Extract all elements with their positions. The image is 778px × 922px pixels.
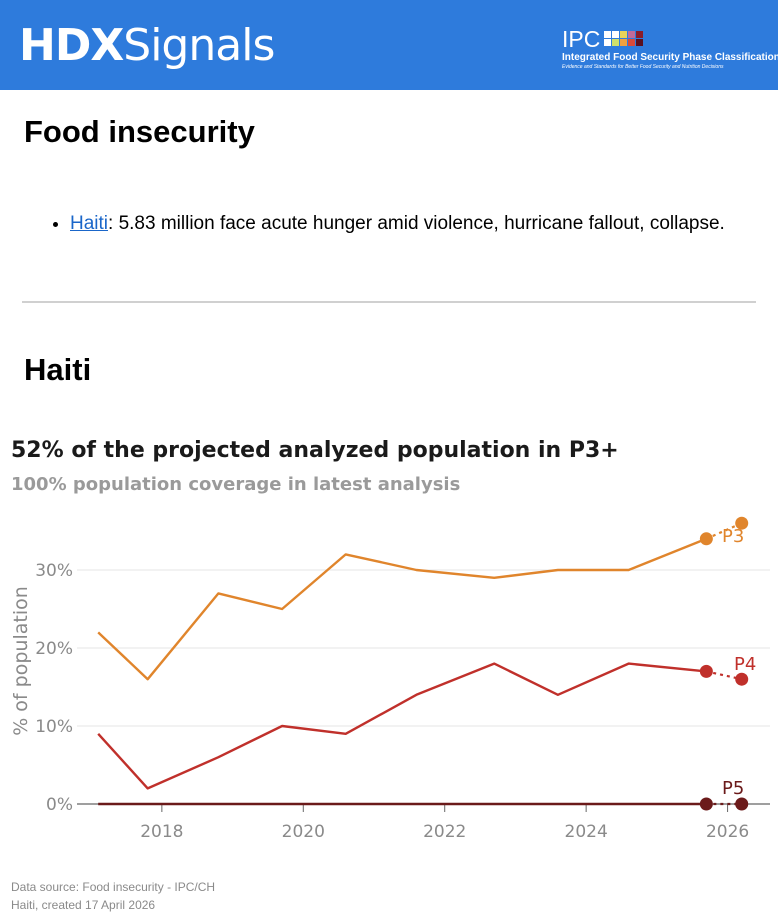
signal-list: Haiti: 5.83 million face acute hunger am…	[40, 208, 770, 239]
projected-point-p4	[735, 672, 749, 686]
y-tick-label: 0%	[46, 795, 73, 815]
series-line-p4	[97, 662, 707, 790]
x-tick-label: 2026	[706, 822, 749, 842]
ipc-abbr: IPC	[562, 26, 601, 52]
line-chart: 0% 10% 20% 30% 2018 2020 2022 2024 2026 % of popu…	[10, 516, 770, 842]
country-title: Haiti	[24, 352, 92, 387]
current-point-p4	[699, 664, 713, 678]
x-tick-label: 2024	[565, 822, 608, 842]
y-tick-label: 10%	[35, 717, 73, 737]
list-item: Haiti: 5.83 million face acute hunger am…	[70, 208, 770, 239]
x-tick-label: 2020	[282, 822, 325, 842]
x-tick-label: 2018	[140, 822, 183, 842]
y-tick-label: 20%	[35, 639, 73, 659]
x-tick-label: 2022	[423, 822, 466, 842]
chart-footer: Data source: Food insecurity - IPC/CH Ha…	[11, 878, 215, 914]
site-header: HDXSignals IPC Integrated Food Security …	[0, 0, 778, 90]
chart-subtitle: 100% population coverage in latest analy…	[11, 474, 461, 495]
ipc-full-name: Integrated Food Security Phase Classific…	[562, 52, 778, 63]
divider	[22, 301, 756, 303]
section-title: Food insecurity	[24, 114, 255, 149]
ipc-logo[interactable]: IPC Integrated Food Security Phase Class…	[562, 26, 778, 70]
created-note: Haiti, created 17 April 2026	[11, 898, 156, 912]
series-label-p3: P3	[722, 526, 744, 547]
series-label-p5: P5	[722, 778, 744, 799]
ipc-tagline: Evidence and Standards for Better Food S…	[562, 64, 724, 70]
chart-title: 52% of the projected analyzed population…	[11, 438, 619, 463]
y-axis-label: % of population	[10, 586, 32, 736]
hdx-signals-logo[interactable]: HDXSignals	[19, 18, 275, 74]
ipc-color-grid-icon	[604, 31, 643, 46]
series-line-p3	[97, 537, 707, 681]
current-point-p3	[699, 532, 713, 546]
data-source: Data source: Food insecurity - IPC/CH	[11, 880, 216, 894]
series-label-p4: P4	[734, 654, 756, 675]
y-tick-label: 30%	[35, 561, 73, 581]
current-point-p5	[699, 797, 713, 811]
signal-text: : 5.83 million face acute hunger amid vi…	[108, 213, 725, 234]
brand-bold: HDX	[19, 20, 124, 71]
country-link[interactable]: Haiti	[70, 213, 109, 234]
brand-light: Signals	[123, 20, 275, 71]
projected-point-p3	[735, 516, 749, 530]
projected-point-p5	[735, 797, 749, 811]
